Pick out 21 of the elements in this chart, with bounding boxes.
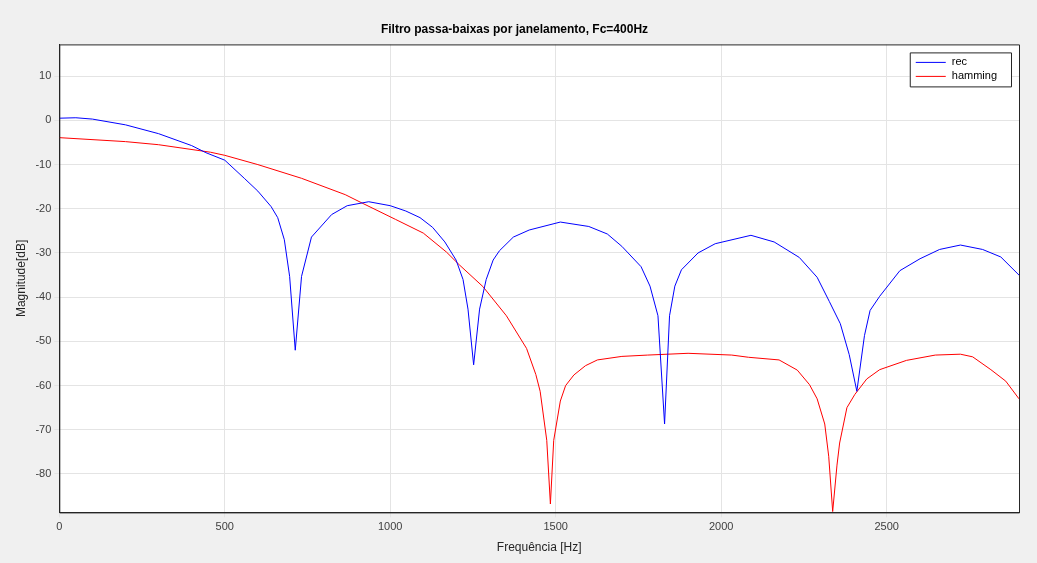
legend-label: rec bbox=[951, 55, 968, 68]
x-tick-label: 2500 bbox=[874, 520, 899, 533]
y-tick-label: 10 bbox=[39, 69, 52, 82]
x-tick-label: 2000 bbox=[708, 520, 734, 533]
x-axis-title: Frequência [Hz] bbox=[496, 540, 582, 555]
chart-title: Filtro passa-baixas por janelamento, Fc=400Hz bbox=[380, 21, 649, 36]
legend-label: hamming bbox=[951, 69, 998, 82]
y-tick-label: -40 bbox=[35, 290, 52, 303]
y-tick-label: -70 bbox=[35, 422, 52, 435]
y-tick-label: 0 bbox=[45, 113, 52, 126]
y-tick-label: -10 bbox=[35, 157, 52, 170]
y-tick-label: -60 bbox=[35, 378, 52, 391]
y-tick-label: -50 bbox=[35, 334, 52, 347]
x-tick-label: 500 bbox=[215, 520, 234, 533]
x-tick-label: 1500 bbox=[543, 520, 568, 533]
y-tick-label: -80 bbox=[35, 466, 52, 479]
x-tick-label: 1000 bbox=[377, 520, 403, 533]
y-tick-label: -20 bbox=[35, 201, 52, 214]
x-tick-label: 0 bbox=[56, 520, 63, 533]
y-tick-label: -30 bbox=[35, 246, 52, 259]
y-axis-title: Magnitude[dB] bbox=[13, 239, 28, 318]
